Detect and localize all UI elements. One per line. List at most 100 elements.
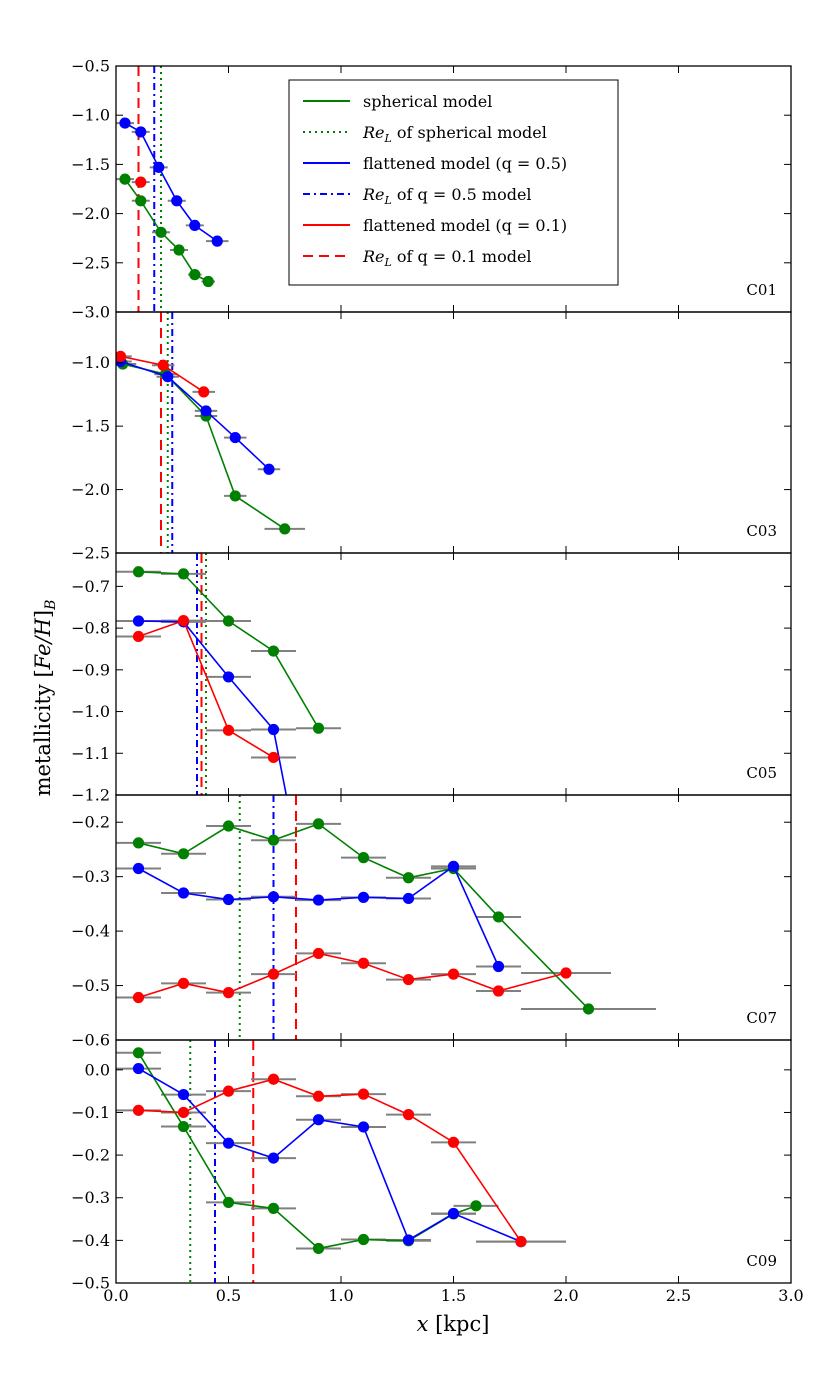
data-point-spherical xyxy=(189,269,201,281)
legend-label-q05: flattened model (q = 0.5) xyxy=(363,154,567,173)
data-point-q01 xyxy=(222,724,235,736)
data-point-q05 xyxy=(132,1062,145,1075)
y-tick-label: −0.2 xyxy=(71,813,110,832)
data-point-q05 xyxy=(267,723,280,736)
y-axis-label: metallicity [Fe/H]B xyxy=(31,600,59,797)
y-tick-label: −1.5 xyxy=(71,417,110,436)
panel-name-label: C03 xyxy=(746,522,777,540)
y-tick-label: −0.3 xyxy=(71,1188,110,1207)
data-point-q05 xyxy=(222,893,235,906)
data-point-q01 xyxy=(198,386,210,398)
data-point-q05 xyxy=(492,960,505,973)
data-point-q05 xyxy=(211,235,223,247)
data-point-q05 xyxy=(402,1234,415,1246)
panel-c03: −2.5 −2.0 −1.5 −1.0 C03 xyxy=(71,311,792,563)
panel-name-label: C01 xyxy=(746,281,777,299)
data-point-spherical xyxy=(132,566,145,578)
y-tick-label: −0.9 xyxy=(71,660,110,679)
y-tick-label: −2.0 xyxy=(71,480,110,499)
data-point-q05 xyxy=(135,126,147,138)
data-point-spherical xyxy=(135,195,147,207)
data-point-q01 xyxy=(402,1109,415,1121)
x-tick-label: 0.5 xyxy=(216,1286,241,1305)
y-tick-label: −1.0 xyxy=(71,353,110,372)
legend: spherical model ReL of spherical model f… xyxy=(288,79,619,286)
y-tick-label: −1.2 xyxy=(71,786,110,805)
data-point-q01 xyxy=(402,973,415,986)
y-tick-label: 0.0 xyxy=(85,1060,110,1079)
data-point-q01 xyxy=(312,947,325,960)
data-point-spherical xyxy=(357,1233,370,1246)
legend-keys xyxy=(303,100,350,257)
y-tick-label: −1.0 xyxy=(71,106,110,125)
plot-area xyxy=(116,795,656,1040)
data-point-spherical xyxy=(582,1003,595,1015)
legend-label-q01: flattened model (q = 0.1) xyxy=(363,216,567,235)
panels: −3.0 −2.5 −2.0 −1.5 −1.0 −0.5 C01 −2.5 −2.0 −1.5 −… xyxy=(71,57,792,1293)
data-point-spherical xyxy=(267,645,280,657)
data-point-q01 xyxy=(157,359,169,371)
y-tick-label: −0.1 xyxy=(71,1103,110,1122)
legend-label-spherical: spherical model xyxy=(363,92,492,111)
data-point-q05 xyxy=(402,892,415,905)
data-point-q01 xyxy=(357,1088,370,1100)
data-point-q05 xyxy=(153,161,165,173)
data-point-q01 xyxy=(267,1073,280,1085)
y-tick-label: −1.5 xyxy=(71,155,110,174)
data-point-spherical xyxy=(132,837,145,849)
data-point-spherical xyxy=(222,820,235,832)
data-point-spherical xyxy=(470,1200,482,1212)
data-point-q01 xyxy=(177,977,190,989)
plot-area xyxy=(116,66,229,312)
y-tick-label: −0.4 xyxy=(71,1231,110,1250)
panel-name-label: C05 xyxy=(746,764,777,782)
data-point-q05 xyxy=(171,195,183,207)
data-point-spherical xyxy=(267,834,280,846)
data-point-q05 xyxy=(312,1114,325,1126)
legend-frame xyxy=(288,79,619,286)
data-point-spherical xyxy=(155,226,167,238)
data-point-spherical xyxy=(177,568,190,580)
legend-label-re-q05: ReL of q = 0.5 model xyxy=(362,185,532,207)
y-tick-label: −1.1 xyxy=(71,744,110,763)
data-point-q01 xyxy=(177,614,190,627)
data-point-q05 xyxy=(200,405,212,417)
data-point-spherical xyxy=(222,615,235,627)
series-line-spherical xyxy=(138,822,590,1010)
data-point-q05 xyxy=(312,894,325,906)
data-point-q05 xyxy=(189,219,201,232)
y-tick-label: −0.8 xyxy=(71,619,110,638)
data-point-q01 xyxy=(560,967,572,979)
data-point-spherical xyxy=(132,1047,145,1059)
y-tick-label: −3.0 xyxy=(71,303,110,322)
data-point-spherical xyxy=(312,722,325,734)
data-point-spherical xyxy=(222,1196,235,1209)
y-tick-label: −2.5 xyxy=(71,544,110,563)
y-tick-label: −0.5 xyxy=(71,1274,110,1293)
x-tick-label: 2.5 xyxy=(666,1286,691,1305)
data-point-q05 xyxy=(132,862,145,875)
plot-area xyxy=(116,1040,566,1283)
x-tick-label: 2.0 xyxy=(553,1286,578,1305)
data-point-q01 xyxy=(447,1136,460,1148)
x-axis-label: x [kpc] xyxy=(417,1312,490,1336)
data-point-q01 xyxy=(447,968,460,980)
data-point-q05 xyxy=(357,1121,370,1133)
data-point-q05 xyxy=(267,1152,280,1164)
data-point-q01 xyxy=(515,1236,527,1248)
data-point-q05 xyxy=(162,371,174,383)
data-point-q05 xyxy=(357,891,370,903)
data-point-q05 xyxy=(132,615,145,627)
data-point-q01 xyxy=(177,1106,190,1119)
x-tick-label: 0.0 xyxy=(103,1286,128,1305)
data-point-q05 xyxy=(222,1137,235,1149)
data-point-spherical xyxy=(267,1202,280,1214)
data-point-spherical xyxy=(357,852,370,864)
data-point-q05 xyxy=(267,891,280,903)
data-point-q01 xyxy=(312,1090,325,1102)
data-point-q01 xyxy=(116,350,127,362)
y-tick-label: −0.5 xyxy=(71,57,110,76)
y-tick-label: −0.3 xyxy=(71,867,110,886)
plot-area xyxy=(116,553,341,795)
